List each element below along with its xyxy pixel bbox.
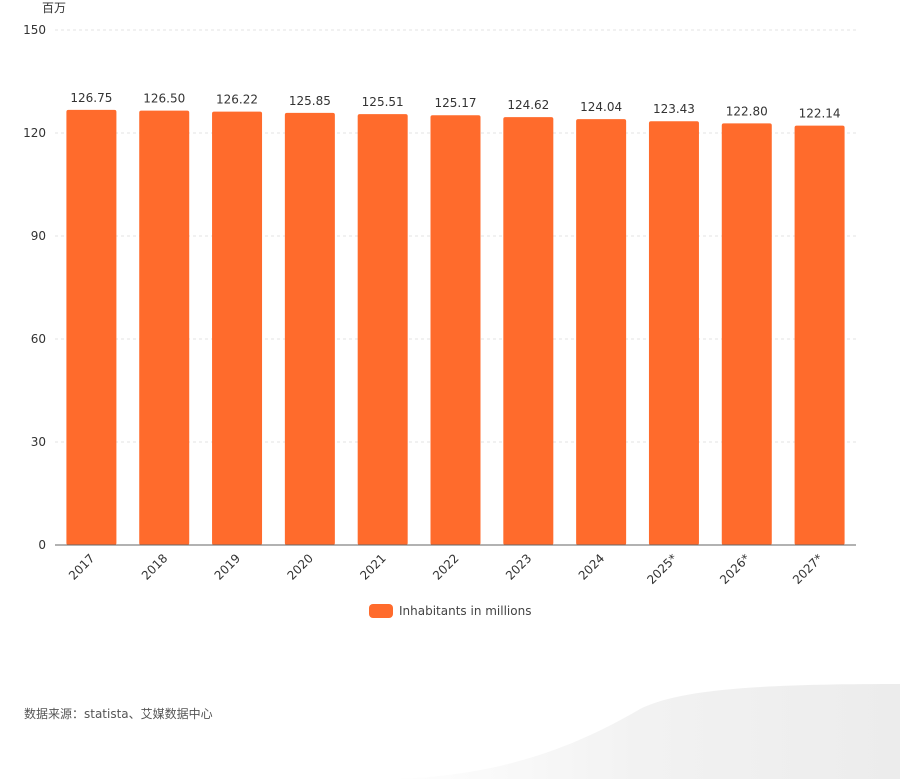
data-label: 126.75 [70,91,112,105]
data-label: 123.43 [653,102,695,116]
bar[interactable] [212,111,263,546]
bar[interactable] [503,117,554,545]
bars [66,109,845,546]
x-tick-label: 2022 [430,551,461,582]
data-label: 122.14 [799,107,841,121]
x-tick-label: 2025* [644,551,680,587]
y-tick-label: 120 [23,126,46,140]
x-axis-ticks: 2017 2018 2019 2020 2021 2022 2023 2024 2025* 202… [66,551,826,587]
data-label: 124.62 [507,98,549,112]
y-tick-label: 150 [23,23,46,37]
x-tick-label: 2018 [139,551,170,582]
data-label: 126.50 [143,92,185,106]
data-label: 126.22 [216,93,258,107]
y-tick-label: 0 [38,538,46,552]
bar[interactable] [721,123,772,546]
legend-swatch [369,604,393,618]
data-label: 125.51 [362,95,404,109]
data-label: 124.04 [580,100,622,114]
bar[interactable] [794,125,845,546]
bar[interactable] [357,114,408,545]
y-axis-unit-label: 百万 [42,1,66,15]
legend-label: Inhabitants in millions [399,604,532,618]
x-tick-label: 2019 [212,551,243,582]
data-label: 125.85 [289,94,331,108]
x-tick-label: 2024 [576,551,607,582]
bar[interactable] [648,121,699,545]
source-note: 数据来源：statista、艾媒数据中心 [24,707,213,721]
x-tick-label: 2023 [503,551,534,582]
x-tick-label: 2026* [717,551,753,587]
bar[interactable] [576,119,627,545]
x-tick-label: 2020 [284,551,315,582]
y-tick-label: 30 [31,435,46,449]
data-label: 125.17 [435,96,477,110]
y-tick-label: 90 [31,229,46,243]
bar[interactable] [430,115,481,545]
x-tick-label: 2021 [357,551,388,582]
bar[interactable] [139,110,190,545]
x-tick-label: 2017 [66,551,97,582]
data-labels: 126.75 126.50 126.22 125.85 125.51 125.17 124.… [70,91,840,121]
bar[interactable] [66,109,117,545]
data-label: 122.80 [726,104,768,118]
decorative-wave [380,684,900,779]
y-tick-label: 60 [31,332,46,346]
legend[interactable]: Inhabitants in millions [369,604,531,618]
bar[interactable] [284,112,335,545]
x-tick-label: 2027* [790,551,826,587]
y-axis-ticks: 0 30 60 90 120 150 [23,23,46,552]
